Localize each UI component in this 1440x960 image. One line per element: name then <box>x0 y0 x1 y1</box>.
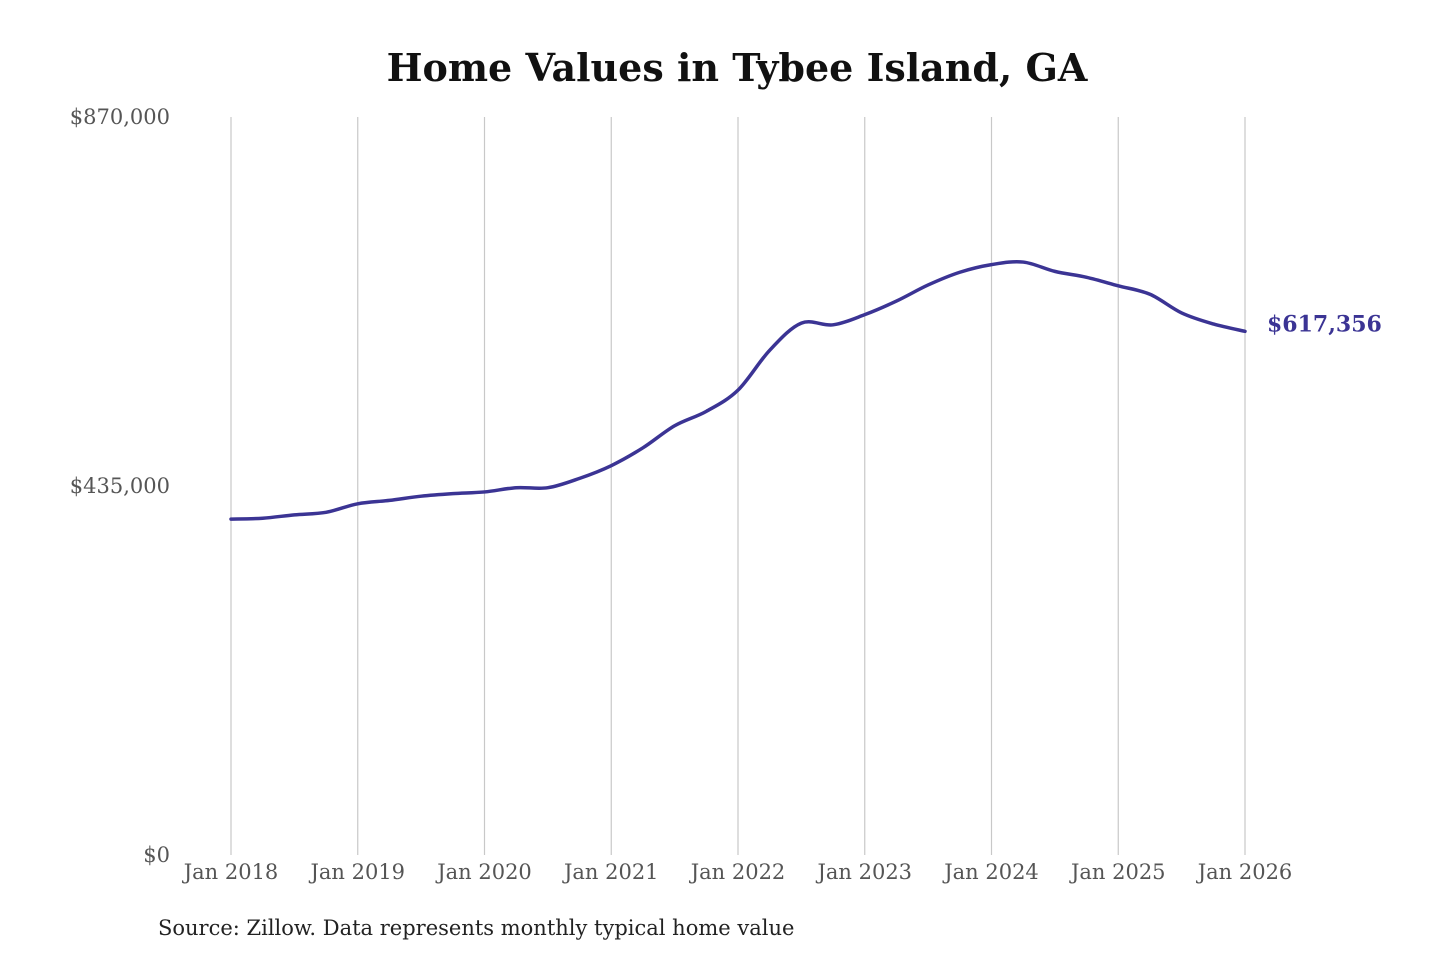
x-tick-label: Jan 2025 <box>1069 860 1166 884</box>
x-tick-label: Jan 2023 <box>815 860 912 884</box>
source-note: Source: Zillow. Data represents monthly … <box>158 916 795 940</box>
x-tick-label: Jan 2018 <box>182 860 279 884</box>
chart-title: Home Values in Tybee Island, GA <box>387 45 1088 90</box>
y-tick-label: $0 <box>143 843 170 867</box>
y-tick-label: $870,000 <box>70 105 170 129</box>
series-line <box>229 259 1247 521</box>
y-tick-label: $435,000 <box>70 474 170 498</box>
x-tick-label: Jan 2026 <box>1196 860 1293 884</box>
x-tick-label: Jan 2020 <box>435 860 532 884</box>
x-tick-label: Jan 2019 <box>308 860 405 884</box>
x-tick-label: Jan 2022 <box>689 860 786 884</box>
x-tick-label: Jan 2024 <box>942 860 1039 884</box>
x-tick-label: Jan 2021 <box>562 860 659 884</box>
end-value-label: $617,356 <box>1267 311 1382 337</box>
